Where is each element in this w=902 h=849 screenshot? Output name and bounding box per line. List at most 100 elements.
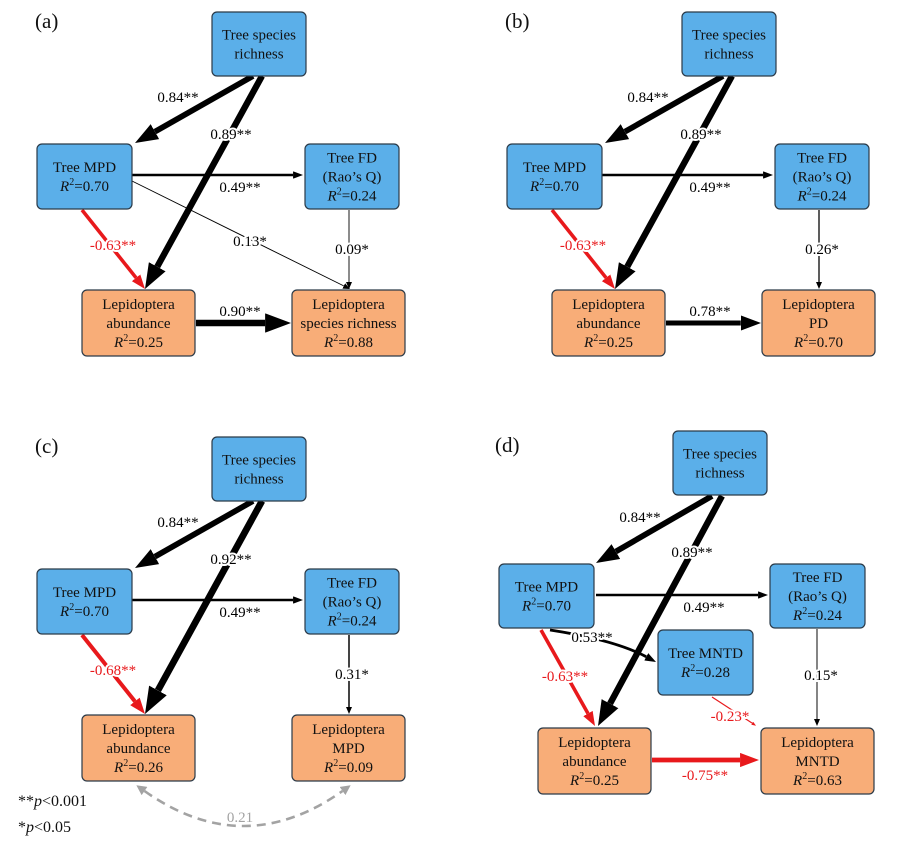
path-mpd-to-abund [80,633,145,715]
node-box [36,568,133,635]
path-tsr-to-mpd [134,498,255,569]
path-coefficient-label: 0.84** [627,90,668,106]
node-label: Tree species [692,28,766,44]
node-fd: Tree FD (Rao’s Q)R2=0.24 [769,563,866,629]
path-coefficient-label: -0.63** [542,669,588,685]
node-label: Lepidoptera [782,297,855,313]
path-mpd-to-target [131,180,351,290]
r-squared: R2=0.70 [59,602,109,620]
r-squared: R2=0.63 [792,771,842,789]
path-coefficient-label: 0.92** [210,552,251,568]
path-coefficient-label: -0.63** [560,238,606,254]
node-box [672,430,768,496]
r-squared: R2=0.24 [327,612,377,630]
path-coefficient-label: 0.13* [233,234,267,250]
node-box [36,143,133,210]
node-box [211,436,307,502]
path-mntd-to-target [711,696,757,726]
path-coefficient-label: 0.84** [157,90,198,106]
node-label: Lepidoptera [312,297,385,313]
node-label: Tree FD [327,151,377,167]
node-label: Tree MPD [53,160,116,176]
legend-item-p05: *p<0.05 [18,819,71,836]
node-box [760,727,875,795]
path-mpd-to-abund [550,208,616,289]
node-label: (Rao’s Q) [788,589,847,605]
path-coefficient-label: 0.78** [689,304,730,320]
path-coefficient-label: 0.90** [219,304,260,320]
panel-label: (c) [35,434,58,458]
panel-label: (a) [35,9,58,33]
node-box [81,289,196,357]
path-coefficient-label: 0.84** [619,510,660,526]
node-label: Tree species [222,28,296,44]
covariance-path [136,785,351,828]
node-box [506,143,603,210]
node-label: Tree species [683,447,757,463]
node-label: Lepidoptera [781,735,854,751]
path-coefficient-label: 0.31* [335,667,369,683]
node-label: MPD [332,741,365,757]
node-box [304,143,400,210]
node-box [769,563,866,629]
path-tsr-to-mpd [604,73,725,144]
node-tsr: Tree species richness [211,436,307,502]
path-coefficient-label: 0.21 [227,810,253,826]
node-label: Lepidoptera [572,297,645,313]
r-squared: R2=0.24 [327,187,377,205]
r-squared: R2=0.25 [113,333,163,351]
path-mpd-to-mntd [549,628,657,662]
r-squared: R2=0.88 [323,333,373,351]
path-coefficient-label: 0.89** [210,127,251,143]
node-box [81,714,196,782]
significance-legend: **p<0.001 *p<0.05 [18,793,87,836]
path-coefficient-label: 0.89** [680,127,721,143]
node-label: abundance [576,316,640,332]
path-mpd-to-abund [539,629,596,727]
path-tsr-to-mpd [134,73,255,144]
r-squared: R2=0.70 [793,333,843,351]
path-coefficient-label: 0.49** [219,180,260,196]
node-label: Tree MPD [523,160,586,176]
node-box [211,11,307,77]
r-squared: R2=0.25 [583,333,633,351]
node-label: Lepidoptera [102,297,175,313]
legend-item-p001: **p<0.001 [18,793,87,810]
path-coefficient-label: -0.75** [682,768,728,784]
path-coefficient-label: 0.49** [219,605,260,621]
path-coefficient-label: -0.23* [711,709,750,725]
path-coefficient-label: 0.89** [671,545,712,561]
node-box [681,11,777,77]
r-squared: R2=0.09 [323,758,373,776]
path-tsr-to-mpd [595,493,714,563]
node-label: (Rao’s Q) [323,170,382,186]
path-tsr-to-abund [598,494,725,727]
r-squared: R2=0.70 [521,597,571,615]
node-tsr: Tree species richness [211,11,307,77]
node-label: abundance [562,754,626,770]
path-coefficient-label: 0.26* [805,242,839,258]
path-tsr-to-abund [144,499,265,714]
node-box [551,289,666,357]
node-box [774,143,870,210]
node-fd: Tree FD (Rao’s Q)R2=0.24 [774,143,870,210]
node-fd: Tree FD (Rao’s Q)R2=0.24 [304,143,400,210]
node-label: Lepidoptera [312,722,385,738]
node-label: (Rao’s Q) [793,170,852,186]
path-coefficient-label: 0.15* [804,668,838,684]
node-label: Tree FD [327,576,377,592]
node-label: Tree MNTD [668,646,743,662]
node-box [657,629,754,696]
panel-label: (b) [505,9,530,33]
node-label: abundance [106,741,170,757]
